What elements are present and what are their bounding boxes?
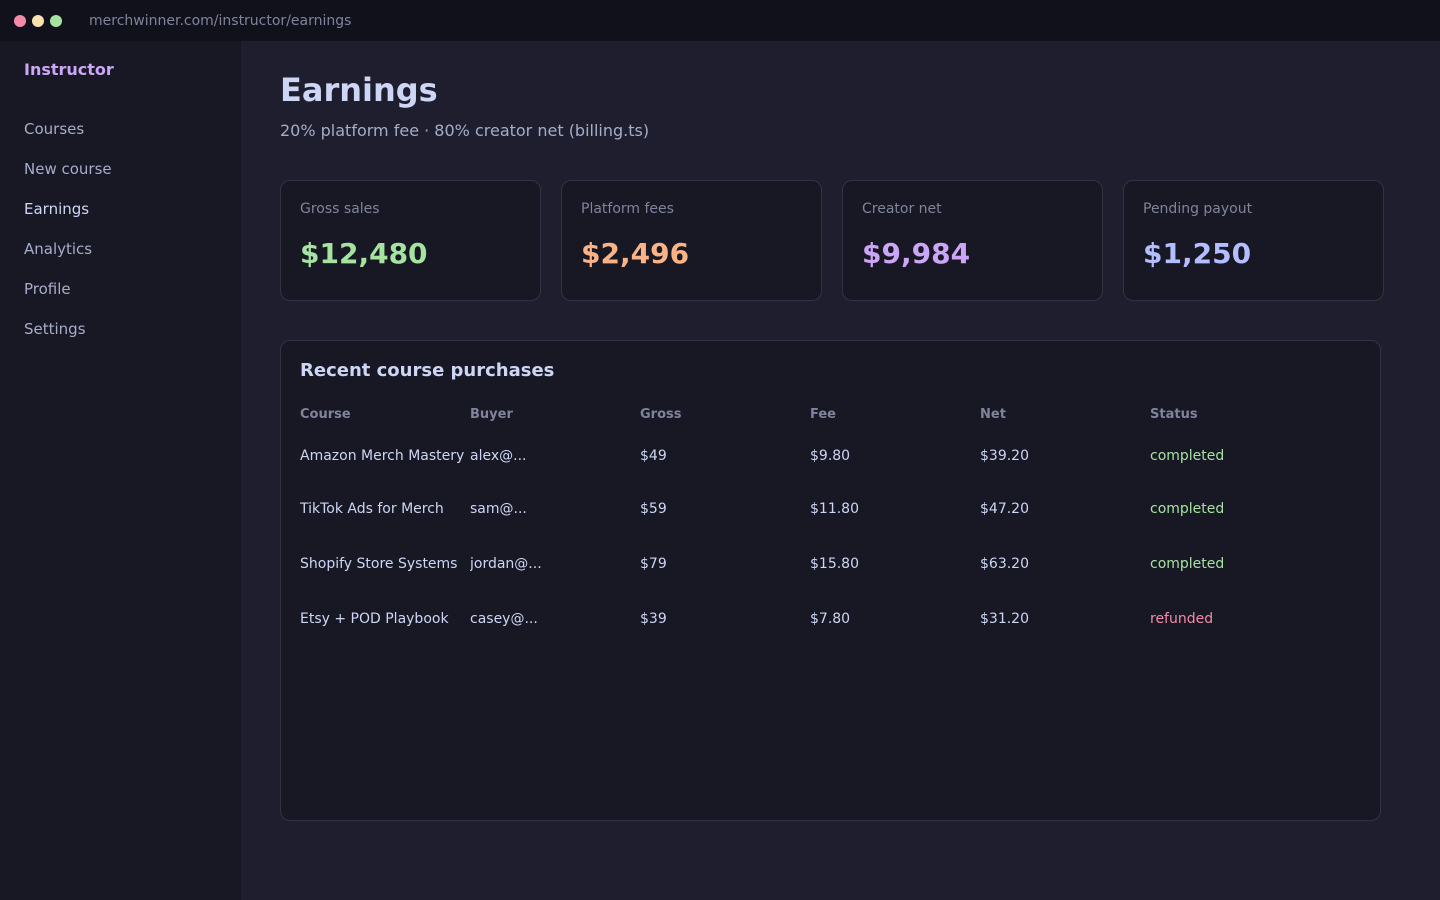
sidebar-item-profile[interactable]: Profile: [24, 280, 71, 298]
stat-value: $9,984: [862, 237, 971, 270]
recent-purchases-panel: Recent course purchases Course Buyer Gro…: [280, 340, 1381, 821]
column-header-gross: Gross: [640, 407, 682, 422]
stat-value: $12,480: [300, 237, 428, 270]
cell-course: Shopify Store Systems: [300, 555, 458, 572]
address-bar[interactable]: merchwinner.com/instructor/earnings: [89, 12, 352, 29]
cell-fee: $15.80: [810, 555, 859, 572]
column-header-fee: Fee: [810, 407, 836, 422]
stat-value: $1,250: [1143, 237, 1252, 270]
column-header-status: Status: [1150, 407, 1198, 422]
sidebar-item-new-course[interactable]: New course: [24, 160, 112, 178]
stat-card-pending-payout: Pending payout $1,250: [1123, 180, 1384, 301]
cell-gross: $79: [640, 555, 667, 572]
stat-label: Platform fees: [581, 201, 674, 217]
stat-label: Pending payout: [1143, 201, 1253, 217]
cell-gross: $59: [640, 500, 667, 517]
cell-status: refunded: [1150, 610, 1214, 627]
cell-gross: $39: [640, 610, 667, 627]
cell-status: completed: [1150, 448, 1225, 464]
table-row[interactable]: TikTok Ads for Merch sam@... $59 $11.80 …: [300, 481, 1320, 536]
cell-gross: $49: [640, 448, 667, 464]
cell-status: completed: [1150, 500, 1225, 517]
cell-fee: $9.80: [810, 448, 851, 464]
sidebar-item-earnings[interactable]: Earnings: [24, 200, 90, 218]
cell-net: $47.20: [980, 500, 1029, 517]
browser-titlebar: merchwinner.com/instructor/earnings: [0, 0, 1440, 41]
cell-buyer: alex@...: [470, 448, 527, 464]
cell-net: $63.20: [980, 555, 1029, 572]
cell-course: Etsy + POD Playbook: [300, 610, 449, 627]
stat-value: $2,496: [581, 237, 690, 270]
table-row[interactable]: Shopify Store Systems jordan@... $79 $15…: [300, 536, 1320, 591]
stat-card-platform-fees: Platform fees $2,496: [561, 180, 822, 301]
minimize-window-dot[interactable]: [32, 14, 44, 27]
column-header-net: Net: [980, 407, 1006, 422]
stat-label: Gross sales: [300, 201, 380, 217]
cell-status: completed: [1150, 555, 1225, 572]
sidebar-nav: Courses New course Earnings Analytics Pr…: [24, 119, 112, 359]
stat-card-gross-sales: Gross sales $12,480: [280, 180, 541, 301]
column-header-course: Course: [300, 407, 351, 422]
cell-fee: $11.80: [810, 500, 859, 517]
cell-net: $31.20: [980, 610, 1029, 627]
close-window-dot[interactable]: [14, 14, 26, 27]
page-title: Earnings: [280, 71, 438, 109]
sidebar-item-courses[interactable]: Courses: [24, 120, 85, 138]
sidebar-brand: Instructor: [24, 60, 114, 79]
page-subtitle: 20% platform fee · 80% creator net (bill…: [280, 121, 650, 140]
sidebar-item-analytics[interactable]: Analytics: [24, 240, 93, 258]
panel-title: Recent course purchases: [300, 360, 555, 381]
window-controls: [14, 14, 62, 27]
cell-net: $39.20: [980, 448, 1029, 464]
cell-fee: $7.80: [810, 610, 851, 627]
cell-buyer: sam@...: [470, 500, 527, 517]
stats-row: Gross sales $12,480 Platform fees $2,496…: [280, 180, 1384, 301]
table-header-row: Course Buyer Gross Fee Net Status: [300, 407, 1320, 431]
stat-card-creator-net: Creator net $9,984: [842, 180, 1103, 301]
column-header-buyer: Buyer: [470, 407, 513, 422]
table-row[interactable]: Etsy + POD Playbook casey@... $39 $7.80 …: [300, 591, 1320, 646]
cell-buyer: jordan@...: [470, 555, 542, 572]
table-row[interactable]: Amazon Merch Mastery alex@... $49 $9.80 …: [300, 431, 1320, 481]
purchases-table: Course Buyer Gross Fee Net Status Amazon…: [300, 407, 1320, 646]
stat-label: Creator net: [862, 201, 942, 217]
maximize-window-dot[interactable]: [50, 14, 62, 27]
cell-course: TikTok Ads for Merch: [300, 500, 444, 517]
cell-buyer: casey@...: [470, 610, 538, 627]
cell-course: Amazon Merch Mastery: [300, 448, 465, 464]
sidebar-item-settings[interactable]: Settings: [24, 320, 86, 338]
sidebar: Instructor Courses New course Earnings A…: [0, 41, 241, 900]
